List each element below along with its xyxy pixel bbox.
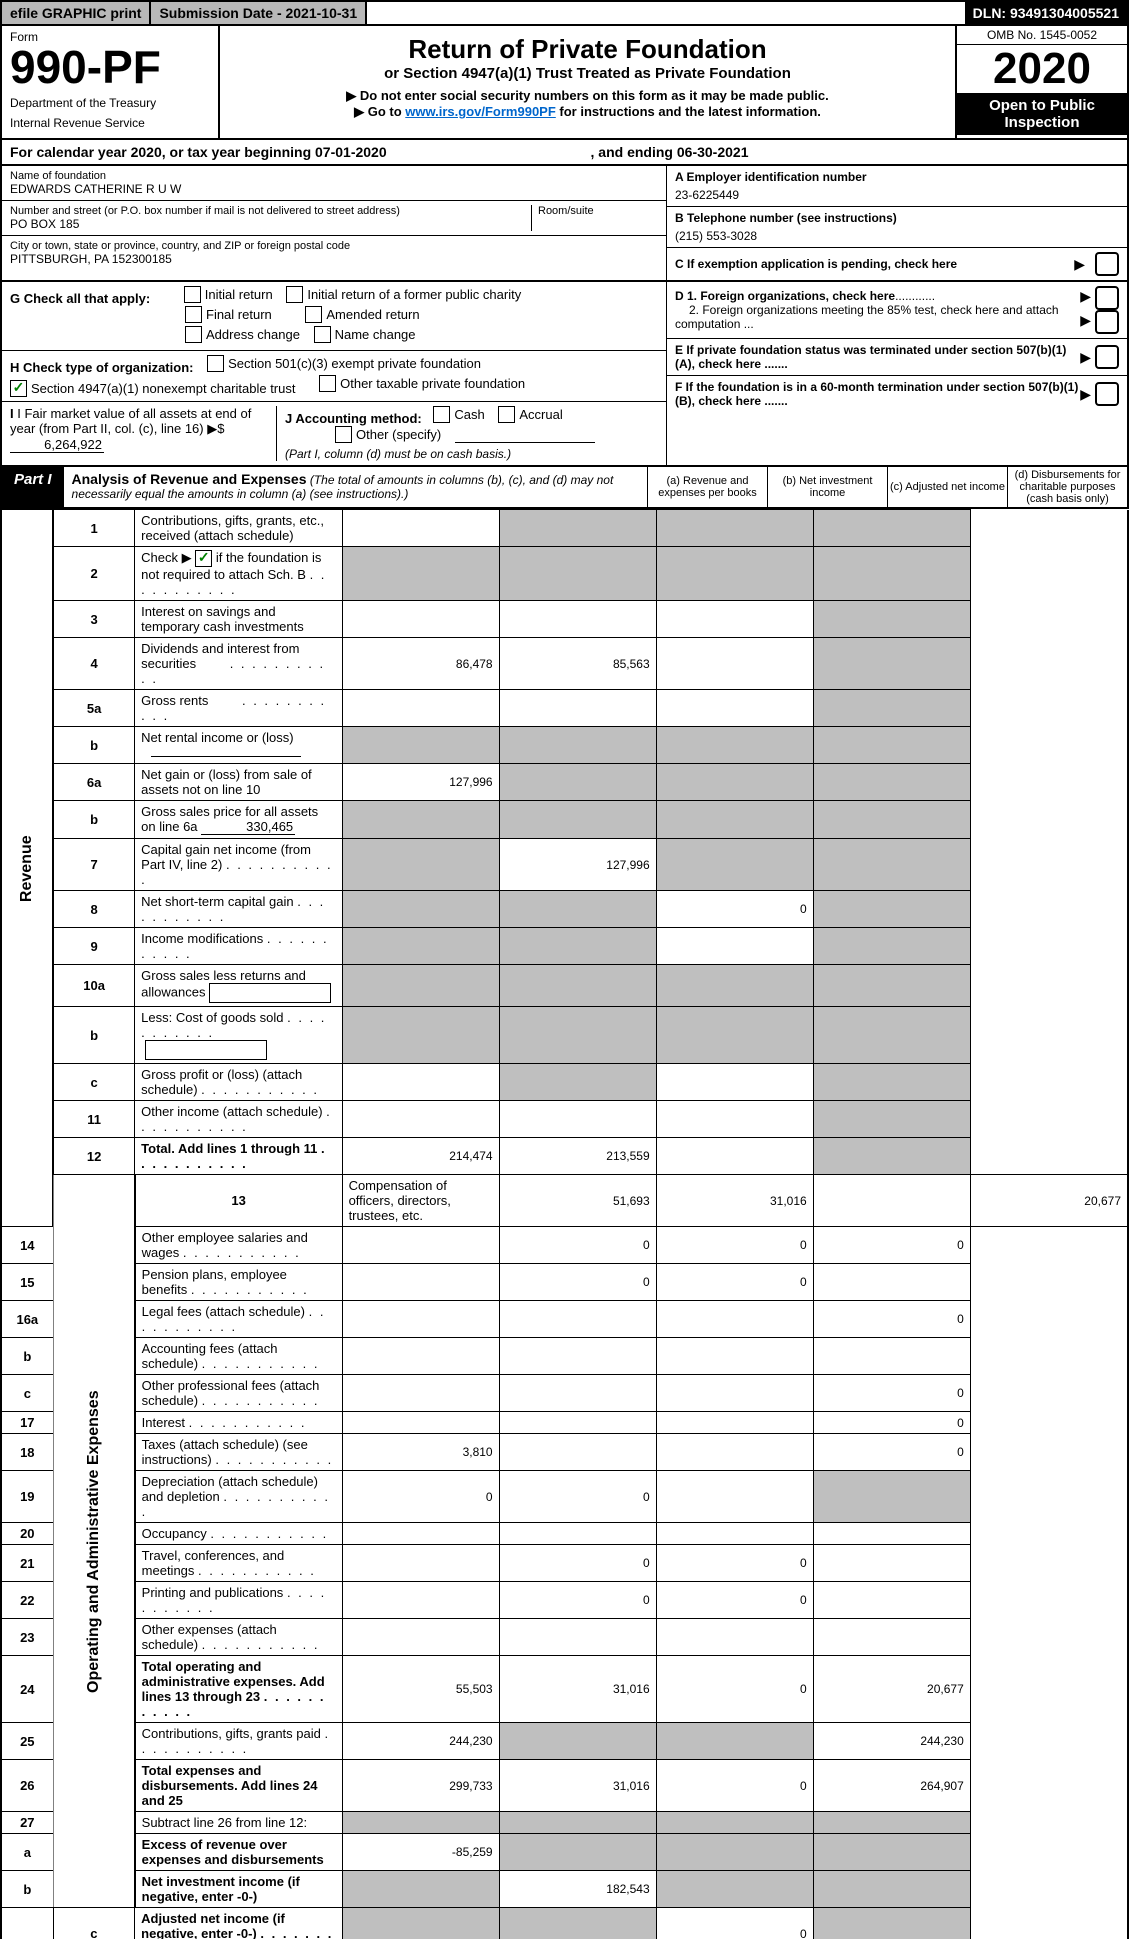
checkbox-initial[interactable]: [184, 286, 201, 303]
part1-label: Part I: [2, 467, 64, 507]
j-note: (Part I, column (d) must be on cash basi…: [285, 447, 511, 461]
ein-label: A Employer identification number: [675, 170, 867, 184]
part1-title: Analysis of Revenue and Expenses: [72, 471, 307, 487]
city-label: City or town, state or province, country…: [10, 240, 658, 252]
checkbox-initial-former[interactable]: [286, 286, 303, 303]
addr-label: Number and street (or P.O. box number if…: [10, 205, 531, 217]
checkbox-final[interactable]: [185, 306, 202, 323]
calendar-year: For calendar year 2020, or tax year begi…: [0, 140, 1129, 166]
d1-label: D 1. Foreign organizations, check here: [675, 289, 895, 303]
form-subtitle: or Section 4947(a)(1) Trust Treated as P…: [228, 65, 947, 82]
form-number: 990-PF: [10, 44, 210, 90]
city: PITTSBURGH, PA 152300185: [10, 252, 172, 266]
d2-label: 2. Foreign organizations meeting the 85%…: [675, 303, 1059, 331]
irs: Internal Revenue Service: [10, 116, 210, 130]
open-public: Open to Public Inspection: [957, 93, 1127, 135]
phone: (215) 553-3028: [675, 229, 1119, 243]
room-label: Room/suite: [538, 205, 658, 217]
checkbox-c[interactable]: [1095, 252, 1119, 276]
h-label: H Check type of organization:: [10, 360, 193, 375]
part1-header: Part I Analysis of Revenue and Expenses …: [0, 467, 1129, 509]
top-bar: efile GRAPHIC print Submission Date - 20…: [0, 0, 1129, 26]
checkbox-d1[interactable]: [1095, 286, 1119, 310]
fmv: 6,264,922: [10, 437, 104, 453]
foundation-name: EDWARDS CATHERINE R U W: [10, 182, 181, 196]
checkbox-other-acct[interactable]: [335, 426, 352, 443]
form-header: Form 990-PF Department of the Treasury I…: [0, 26, 1129, 140]
checkbox-501c3[interactable]: [207, 355, 224, 372]
checkbox-addr-change[interactable]: [185, 326, 202, 343]
col-d: (d) Disbursements for charitable purpose…: [1007, 467, 1127, 507]
phone-label: B Telephone number (see instructions): [675, 211, 897, 225]
note-link: ▶ Go to www.irs.gov/Form990PF for instru…: [228, 104, 947, 120]
checkbox-accrual[interactable]: [498, 406, 515, 423]
col-c: (c) Adjusted net income: [887, 467, 1007, 507]
g-label: G Check all that apply:: [10, 291, 150, 306]
check-section: G Check all that apply: Initial return I…: [0, 282, 1129, 467]
checkbox-e[interactable]: [1095, 345, 1119, 369]
i-label: I Fair market value of all assets at end…: [10, 406, 251, 436]
main-table: Revenue 1Contributions, gifts, grants, e…: [0, 509, 1129, 1939]
submission-date: Submission Date - 2021-10-31: [151, 2, 367, 24]
exempt-pending-label: C If exemption application is pending, c…: [675, 257, 1068, 271]
f-label: F If the foundation is in a 60-month ter…: [675, 380, 1080, 408]
omb-no: OMB No. 1545-0052: [957, 26, 1127, 45]
col-b: (b) Net investment income: [767, 467, 887, 507]
form-title: Return of Private Foundation: [228, 34, 947, 65]
col-a: (a) Revenue and expenses per books: [647, 467, 767, 507]
entity-block: Name of foundation EDWARDS CATHERINE R U…: [0, 166, 1129, 282]
dept: Department of the Treasury: [10, 96, 210, 110]
tax-year: 2020: [957, 45, 1127, 93]
checkbox-name-change[interactable]: [314, 326, 331, 343]
checkbox-d2[interactable]: [1095, 310, 1119, 334]
checkbox-other-taxable[interactable]: [319, 375, 336, 392]
e-label: E If private foundation status was termi…: [675, 343, 1080, 371]
checkbox-schb[interactable]: [195, 550, 212, 567]
dln: DLN: 93491304005521: [965, 2, 1127, 24]
ein: 23-6225449: [675, 188, 1119, 202]
irs-link[interactable]: www.irs.gov/Form990PF: [405, 104, 556, 119]
checkbox-f[interactable]: [1095, 382, 1119, 406]
checkbox-cash[interactable]: [433, 406, 450, 423]
checkbox-amended[interactable]: [305, 306, 322, 323]
checkbox-4947[interactable]: [10, 380, 27, 397]
revenue-side: Revenue: [1, 510, 53, 1227]
efile-btn[interactable]: efile GRAPHIC print: [2, 2, 151, 24]
note-ssn: ▶ Do not enter social security numbers o…: [228, 88, 947, 104]
address: PO BOX 185: [10, 217, 79, 231]
name-label: Name of foundation: [10, 170, 658, 182]
